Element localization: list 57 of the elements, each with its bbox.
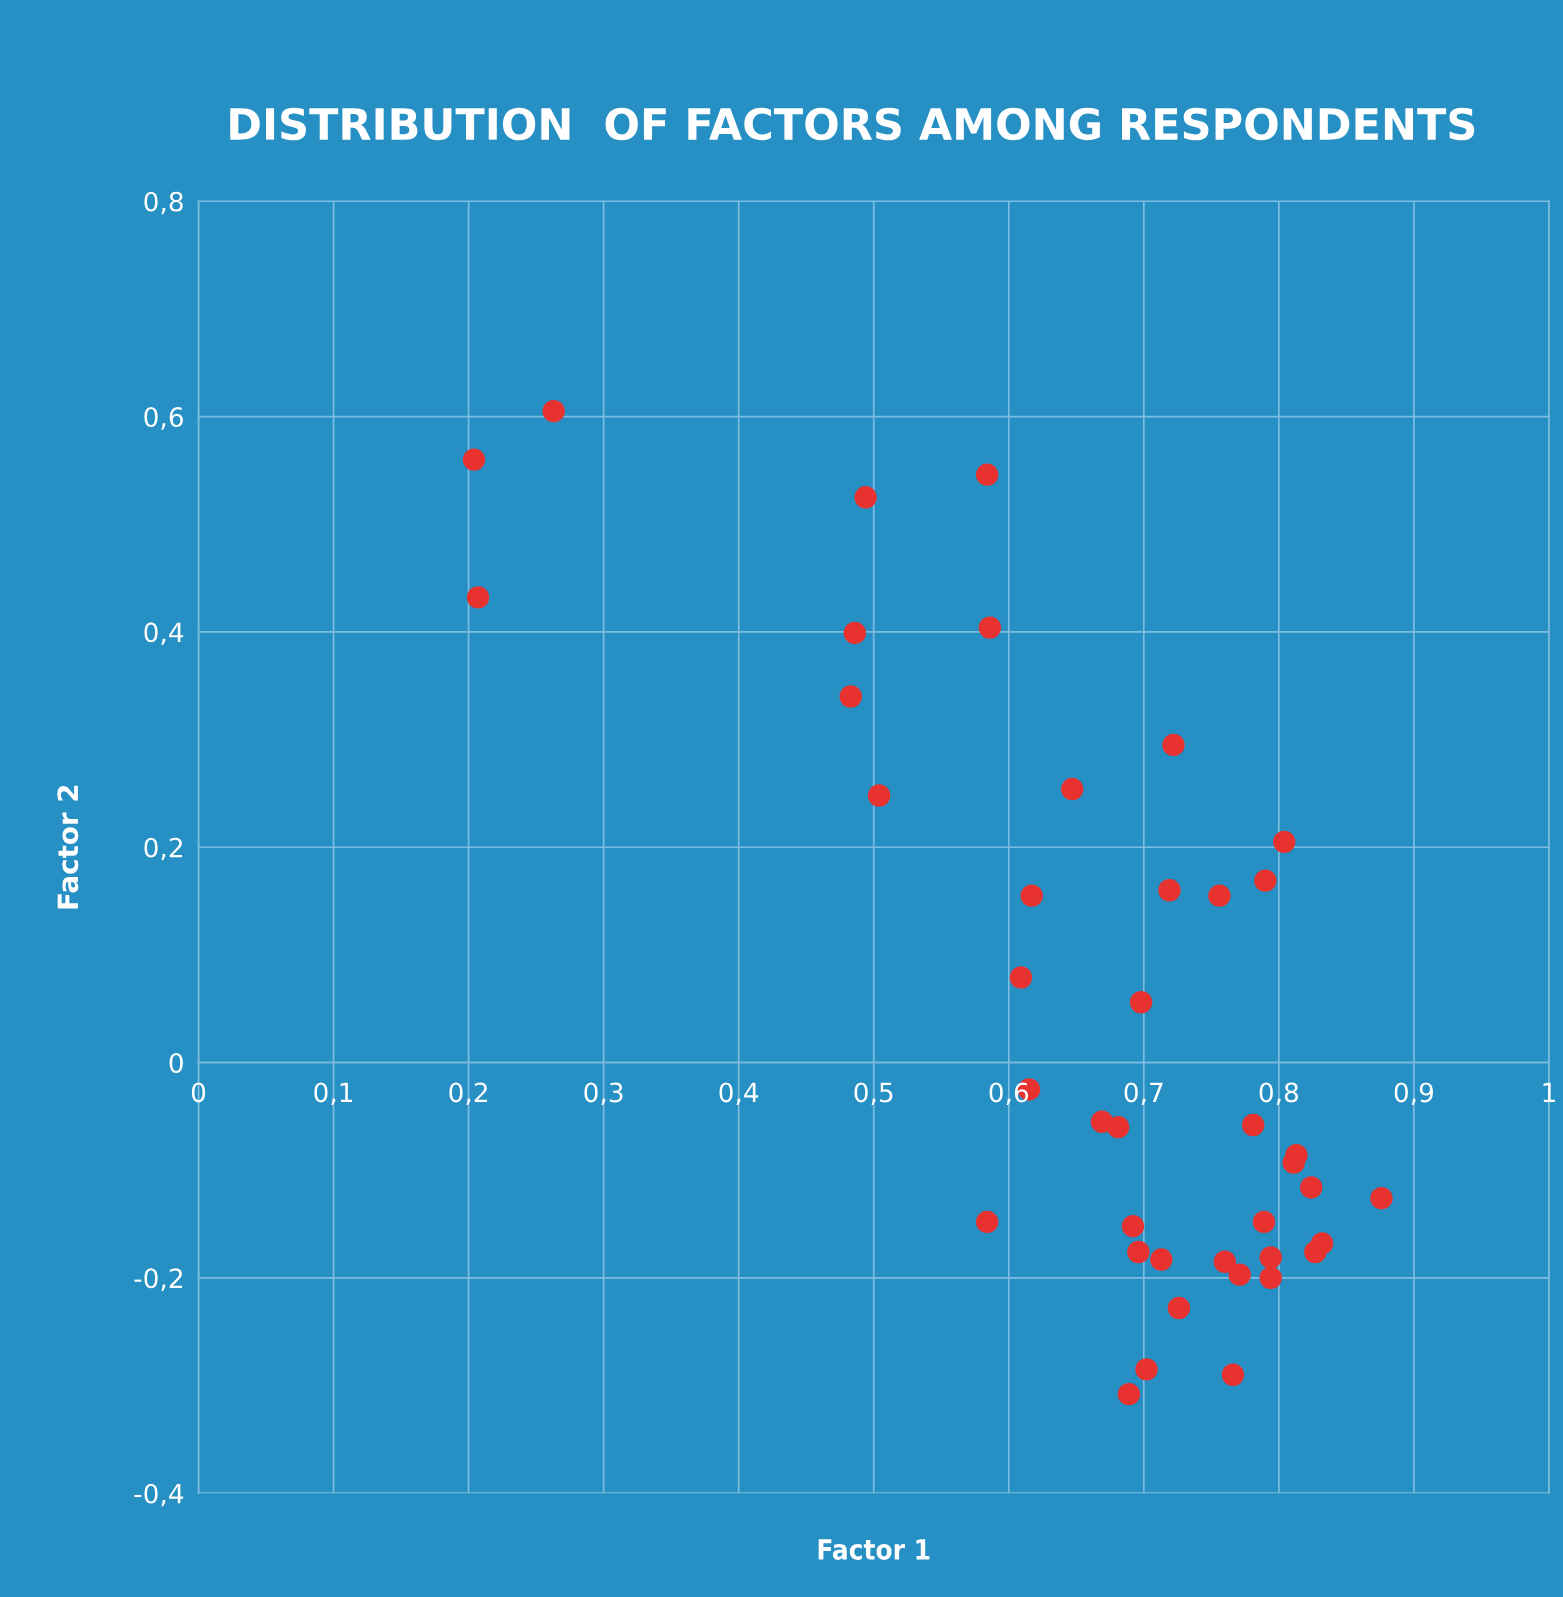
x-tick-label: 0,1 [314,1082,353,1106]
point [843,621,867,645]
x-tick-label: 0,7 [1124,1082,1163,1106]
x-tick-label: 0,3 [584,1082,623,1106]
point [1370,1187,1393,1210]
x-tick-label: 0 [191,1082,206,1103]
x-tick-label: 0,9 [1394,1082,1434,1106]
point [1273,830,1296,854]
point [1117,1382,1141,1406]
point [466,586,490,609]
x-tick-label: 0,5 [854,1082,893,1106]
x-tick-label: 1 [1543,1082,1555,1103]
point [975,463,999,486]
point [1121,1214,1145,1238]
point [1135,1358,1158,1381]
point [542,399,565,423]
point [1241,1113,1265,1137]
x-tick-label: 0,8 [1259,1082,1299,1106]
y-tick-label: 0 [169,1052,183,1073]
point [1254,869,1277,892]
point [1252,1210,1276,1234]
point [1106,1115,1130,1139]
point [854,486,877,509]
y-tick-label: -0,4 [134,1483,184,1507]
point [1162,733,1185,757]
chart-title: DISTRIBUTION OF FACTORS AMONG RESPONDENTS [230,107,1475,141]
point [1061,777,1084,801]
x-axis-title: Factor 1 [818,1539,930,1560]
point [867,784,891,807]
point [1127,1240,1150,1264]
y-tick-label: 0,8 [144,191,183,215]
y-tick-label: 0,4 [144,622,184,645]
y-tick-label: 0,6 [144,406,183,430]
point [1259,1246,1282,1269]
x-tick-label: 0,2 [449,1082,487,1106]
point [1208,884,1231,907]
point [1304,1240,1327,1264]
point [1228,1263,1251,1286]
point [1167,1296,1191,1320]
point [1221,1363,1245,1386]
y-tick-label: 0,2 [144,837,182,861]
point [1129,991,1153,1014]
point [839,685,862,708]
point [978,616,1002,639]
x-tick-label: 0,4 [719,1082,759,1106]
point [1213,1250,1237,1273]
point [1150,1248,1173,1271]
point [462,448,486,471]
y-tick-label: -0,2 [134,1268,182,1291]
point [1300,1176,1323,1199]
y-axis-title: Factor 2 [57,785,79,909]
point [1009,966,1033,989]
point [1259,1266,1282,1290]
point [1158,879,1181,902]
point [1282,1151,1305,1174]
point [1020,884,1043,907]
point [975,1210,999,1234]
